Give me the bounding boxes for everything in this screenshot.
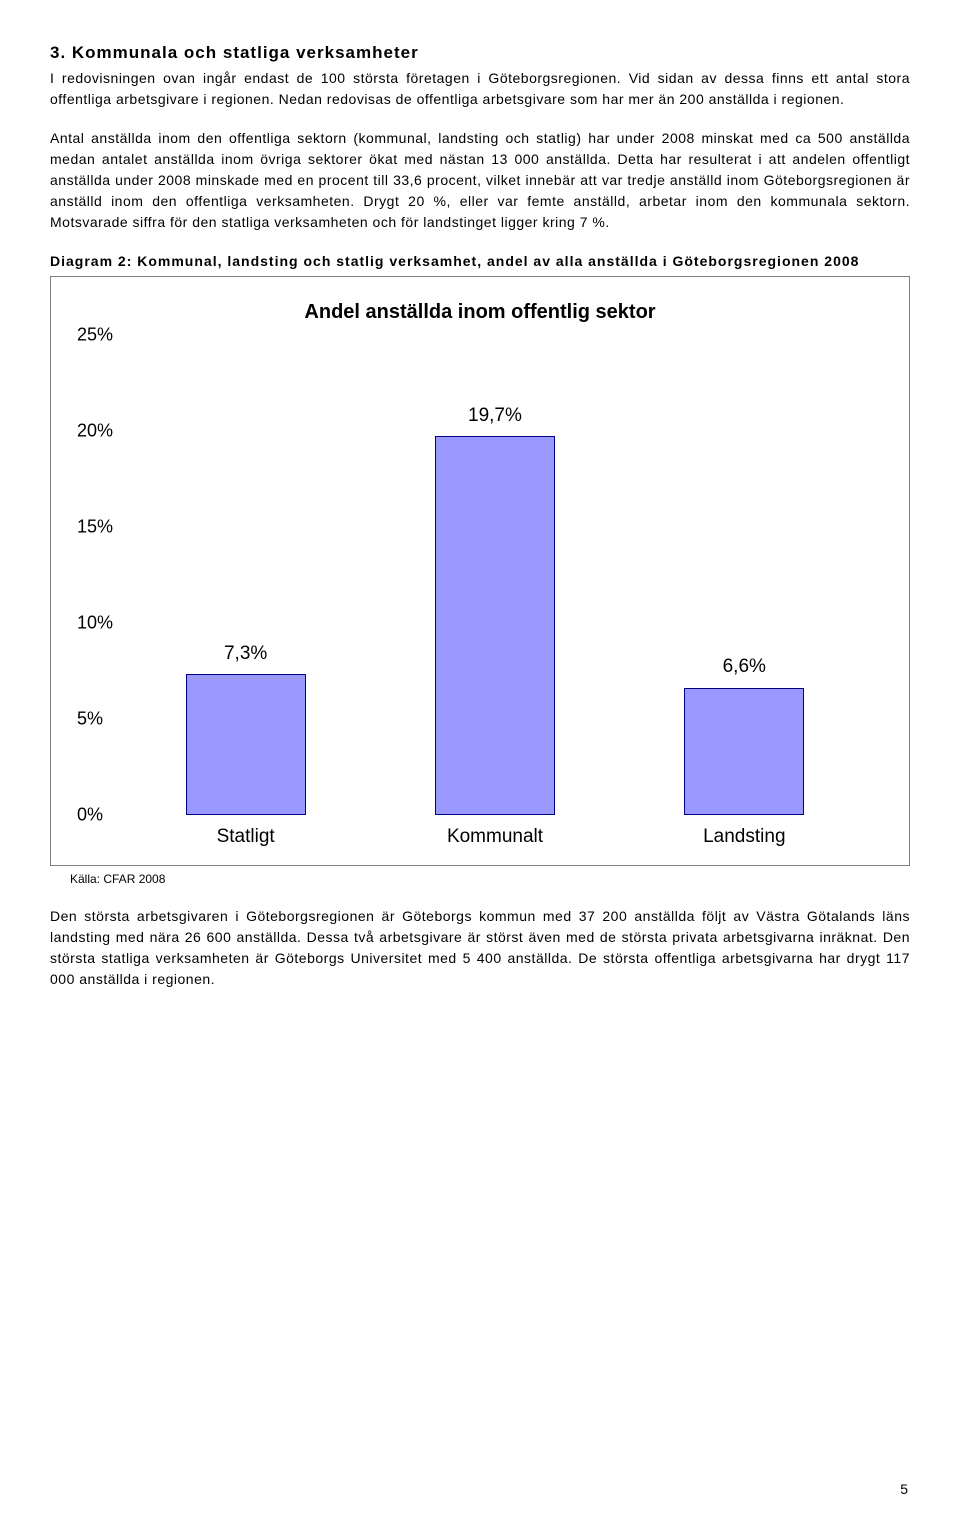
chart-x-label: Statligt <box>121 823 370 852</box>
paragraph-2: Antal anställda inom den offentliga sekt… <box>50 128 910 233</box>
chart-source: Källa: CFAR 2008 <box>70 870 910 888</box>
chart-bar-value-label: 6,6% <box>723 653 766 682</box>
chart-y-tick-label: 20% <box>77 417 113 444</box>
chart-y-tick-label: 10% <box>77 609 113 636</box>
chart-y-tick-label: 15% <box>77 513 113 540</box>
chart-bar-group: 7,3% <box>121 335 370 815</box>
chart-bar-value-label: 19,7% <box>468 402 522 431</box>
section-heading: 3. Kommunala och statliga verksamheter <box>50 40 910 66</box>
page-number: 5 <box>900 1479 908 1500</box>
chart-bar <box>435 436 555 814</box>
chart-x-label: Kommunalt <box>370 823 619 852</box>
chart-y-tick-label: 0% <box>77 801 103 828</box>
chart-bar <box>684 688 804 815</box>
paragraph-3: Den största arbetsgivaren i Göteborgsreg… <box>50 906 910 990</box>
chart-x-labels: StatligtKommunaltLandsting <box>121 823 869 852</box>
chart-bar-value-label: 7,3% <box>224 640 267 669</box>
chart-frame: Andel anställda inom offentlig sektor 0%… <box>50 276 910 866</box>
chart-bar <box>186 674 306 814</box>
chart-bar-group: 6,6% <box>620 335 869 815</box>
chart-bar-group: 19,7% <box>370 335 619 815</box>
chart-y-tick-label: 25% <box>77 321 113 348</box>
chart-plot-area: 0%5%10%15%20%25%7,3%19,7%6,6% <box>121 335 869 815</box>
chart-title: Andel anställda inom offentlig sektor <box>81 297 879 327</box>
paragraph-1: I redovisningen ovan ingår endast de 100… <box>50 68 910 110</box>
chart-y-tick-label: 5% <box>77 705 103 732</box>
chart-x-label: Landsting <box>620 823 869 852</box>
diagram-title: Diagram 2: Kommunal, landsting och statl… <box>50 251 910 272</box>
